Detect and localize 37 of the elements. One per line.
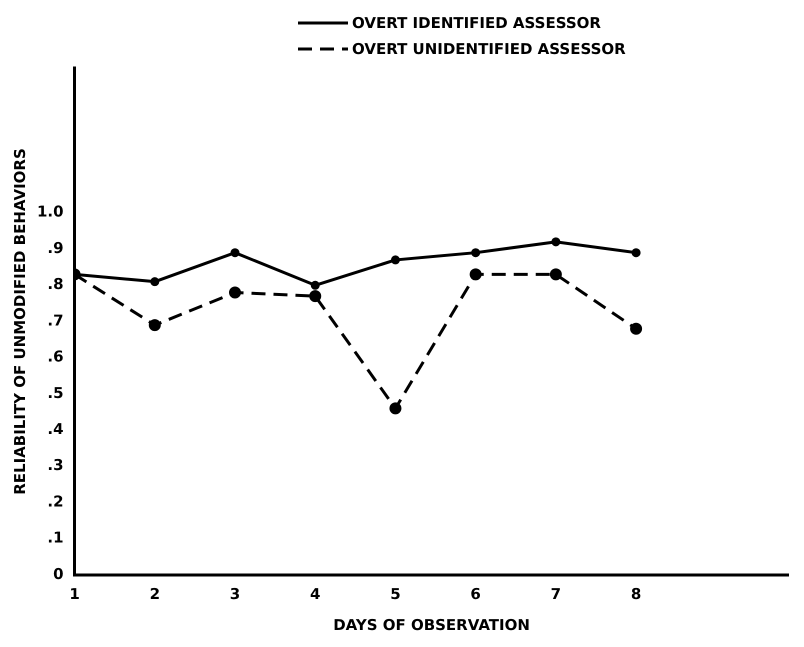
point	[471, 248, 480, 258]
point	[389, 402, 402, 414]
point	[229, 286, 242, 299]
point	[230, 248, 240, 258]
point	[550, 268, 562, 280]
x-tick-label: 3	[230, 584, 240, 603]
point	[390, 255, 400, 264]
point	[309, 290, 322, 302]
x-tick-label: 2	[150, 584, 160, 603]
y-axis-title: RELIABILITY OF UNMODIFIED BEHAVIORS	[10, 148, 29, 495]
point	[148, 319, 161, 332]
y-tick-label: .8	[47, 275, 64, 294]
y-tick-label: .7	[47, 311, 64, 330]
x-tick-label: 5	[390, 584, 401, 603]
legend-label: OVERT UNIDENTIFIED ASSESSOR	[352, 40, 626, 58]
y-tick-label: 1.0	[36, 202, 64, 221]
y-tick-label: .4	[47, 420, 64, 438]
y-tick-label: .9	[47, 238, 64, 257]
point	[150, 277, 160, 286]
y-tick-label: .2	[47, 492, 64, 510]
legend-label: OVERT IDENTIFIED ASSESSOR	[352, 14, 601, 32]
point	[310, 280, 320, 290]
point	[470, 268, 482, 280]
x-tick-label: 6	[470, 584, 481, 603]
point	[630, 322, 642, 335]
point	[551, 237, 560, 246]
point	[632, 248, 641, 258]
x-tick-label: 1	[69, 584, 80, 603]
y-tick-label: .1	[47, 528, 64, 547]
y-tick-label: 0	[53, 564, 64, 583]
x-axis-title: DAYS OF OBSERVATION	[333, 616, 530, 634]
x-tick-label: 7	[550, 584, 562, 603]
x-tick-label: 8	[630, 584, 642, 603]
y-tick-label: .5	[47, 384, 64, 402]
y-tick-label: .6	[47, 348, 64, 366]
y-tick-label: .3	[47, 456, 64, 474]
x-tick-label: 4	[310, 584, 320, 603]
